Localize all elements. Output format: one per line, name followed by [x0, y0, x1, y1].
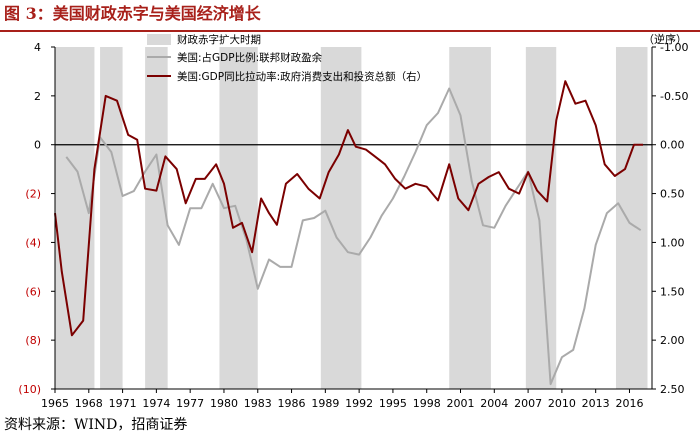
- deficit-band-2: [145, 47, 168, 389]
- y-left-tick-6: (8): [25, 334, 41, 347]
- legend-label-deficit: 美国:占GDP比例:联邦财政盈余: [177, 51, 323, 64]
- deficit-band-6: [525, 47, 557, 389]
- deficit-band-4: [320, 47, 362, 389]
- legend-label-band: 财政赤字扩大时期: [177, 33, 261, 46]
- y-right-tick-4: 1.00: [660, 236, 685, 249]
- legend: 财政赤字扩大时期 美国:占GDP比例:联邦财政盈余 美国:GDP同比拉动率:政府…: [147, 33, 427, 83]
- x-tick-1992: 1992: [345, 397, 373, 410]
- x-tick-1980: 1980: [210, 397, 238, 410]
- y-left-tick-3: (2): [25, 188, 41, 201]
- y-left-tick-2: 0: [34, 139, 41, 152]
- y-left-tick-0: 4: [34, 41, 41, 54]
- y-right-tick-3: 0.50: [660, 188, 685, 201]
- x-tick-1971: 1971: [109, 397, 137, 410]
- y-right-tick-1: -0.50: [660, 90, 688, 103]
- y-right-tick-6: 2.00: [660, 334, 685, 347]
- x-tick-1983: 1983: [244, 397, 272, 410]
- y-right-tick-5: 1.50: [660, 285, 685, 298]
- deficit-band-7: [615, 47, 648, 389]
- axes: [54, 47, 653, 390]
- x-tick-1998: 1998: [413, 397, 441, 410]
- y-left-tick-4: (4): [25, 236, 41, 249]
- legend-label-gdp: 美国:GDP同比拉动率:政府消费支出和投资总额（右）: [177, 70, 427, 83]
- source-note: 资料来源：WIND，招商证券: [4, 417, 187, 433]
- chart-title: 图 3：美国财政赤字与美国经济增长: [4, 4, 262, 23]
- deficit-band-1: [100, 47, 123, 389]
- gdp-series-line: [54, 80, 643, 337]
- series-lines: [54, 80, 643, 386]
- deficit-series-line: [65, 87, 642, 386]
- x-tick-1968: 1968: [75, 397, 103, 410]
- x-tick-2004: 2004: [480, 397, 508, 410]
- x-tick-1965: 1965: [41, 397, 69, 410]
- y-right-tick-7: 2.50: [660, 383, 685, 396]
- y-left-ticks: 4 2 0 (2) (4) (6) (8) (10): [18, 41, 55, 396]
- y-right-ticks: -1.00 -0.50 0.00 0.50 1.00 1.50 2.00 2.50: [652, 41, 688, 396]
- deficit-expansion-bands: [55, 47, 648, 389]
- x-tick-2007: 2007: [514, 397, 542, 410]
- x-tick-1986: 1986: [278, 397, 306, 410]
- x-tick-1989: 1989: [311, 397, 339, 410]
- y-right-tick-2: 0.00: [660, 139, 685, 152]
- y-left-tick-7: (10): [18, 383, 41, 396]
- y-right-label: （逆序）: [643, 32, 687, 46]
- x-tick-1974: 1974: [142, 397, 170, 410]
- y-left-tick-5: (6): [25, 285, 41, 298]
- legend-swatch-band: [147, 34, 171, 45]
- x-tick-2010: 2010: [548, 397, 576, 410]
- y-left-tick-1: 2: [34, 90, 41, 103]
- x-tick-2013: 2013: [582, 397, 610, 410]
- x-tick-1977: 1977: [176, 397, 204, 410]
- x-tick-1995: 1995: [379, 397, 407, 410]
- deficit-band-5: [449, 47, 491, 389]
- x-tick-2001: 2001: [447, 397, 475, 410]
- x-tick-2016: 2016: [615, 397, 643, 410]
- x-axis-ticks: 1965 1968 1971 1974 1977 1980 1983 1986 1989 1992…: [41, 389, 643, 410]
- y-right-tick-0: -1.00: [660, 41, 688, 54]
- deficit-band-0: [55, 47, 95, 389]
